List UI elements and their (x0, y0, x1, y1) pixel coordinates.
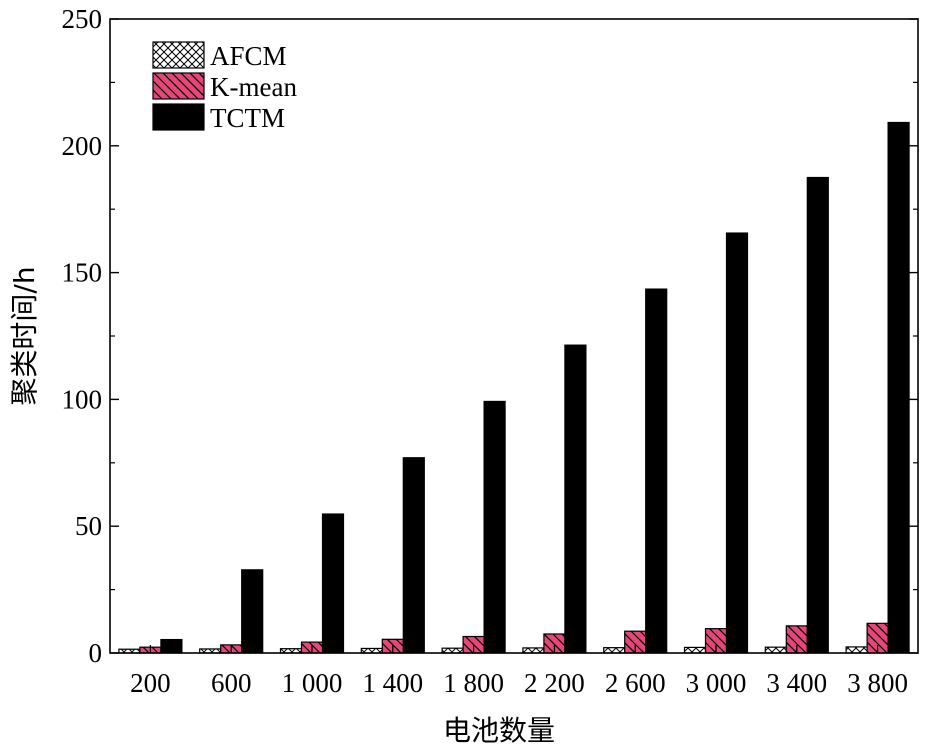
x-tick-label-1: 600 (211, 668, 252, 698)
bar-tctm-9 (887, 121, 910, 654)
x-tick-label-3: 1 400 (362, 668, 423, 698)
x-tick-label-6: 2 600 (605, 668, 666, 698)
x-tick-label-8: 3 400 (766, 668, 827, 698)
legend-swatch-tctm (152, 103, 205, 131)
x-tick-label-0: 200 (130, 668, 171, 698)
plot-area: 0 50 100 150 200 250 200 600 1 000 1 400 1 800 2 20… (62, 4, 919, 698)
y-tick-label-100: 100 (62, 384, 103, 414)
bar-tctm-5 (564, 344, 587, 654)
y-tick-label-250: 250 (62, 4, 103, 34)
bar-afcm-7 (683, 646, 707, 654)
x-tick-label-2: 1 000 (282, 668, 343, 698)
y-tick-label-200: 200 (62, 131, 103, 161)
legend-swatch-k-mean (152, 72, 205, 100)
legend-swatch-afcm (152, 41, 205, 69)
bar-tctm-4 (483, 400, 506, 654)
y-tick-label-0: 0 (89, 638, 103, 668)
bar-tctm-1 (241, 569, 264, 654)
y-axis-title: 聚类时间/h (8, 266, 41, 405)
bar-tctm-8 (806, 176, 829, 654)
x-tick-label-4: 1 800 (443, 668, 504, 698)
bar-tctm-6 (645, 288, 668, 654)
bar-tctm-7 (725, 232, 749, 654)
x-tick-label-5: 2 200 (524, 668, 585, 698)
bar-tctm-3 (402, 457, 425, 654)
x-tick-label-7: 3 000 (686, 668, 747, 698)
legend-label-tctm: TCTM (210, 103, 285, 133)
bar-afcm-9 (845, 646, 868, 654)
y-tick-label-50: 50 (75, 511, 102, 541)
x-tick-label-9: 3 800 (847, 668, 908, 698)
bar-tctm-2 (321, 513, 345, 654)
bar-afcm-8 (764, 646, 787, 654)
y-tick-label-150: 150 (62, 258, 103, 288)
x-axis-title: 电池数量 (443, 714, 555, 747)
legend-label-k-mean: K-mean (210, 72, 297, 102)
bar-tctm-0 (160, 638, 183, 654)
legend-label-afcm: AFCM (210, 41, 287, 71)
